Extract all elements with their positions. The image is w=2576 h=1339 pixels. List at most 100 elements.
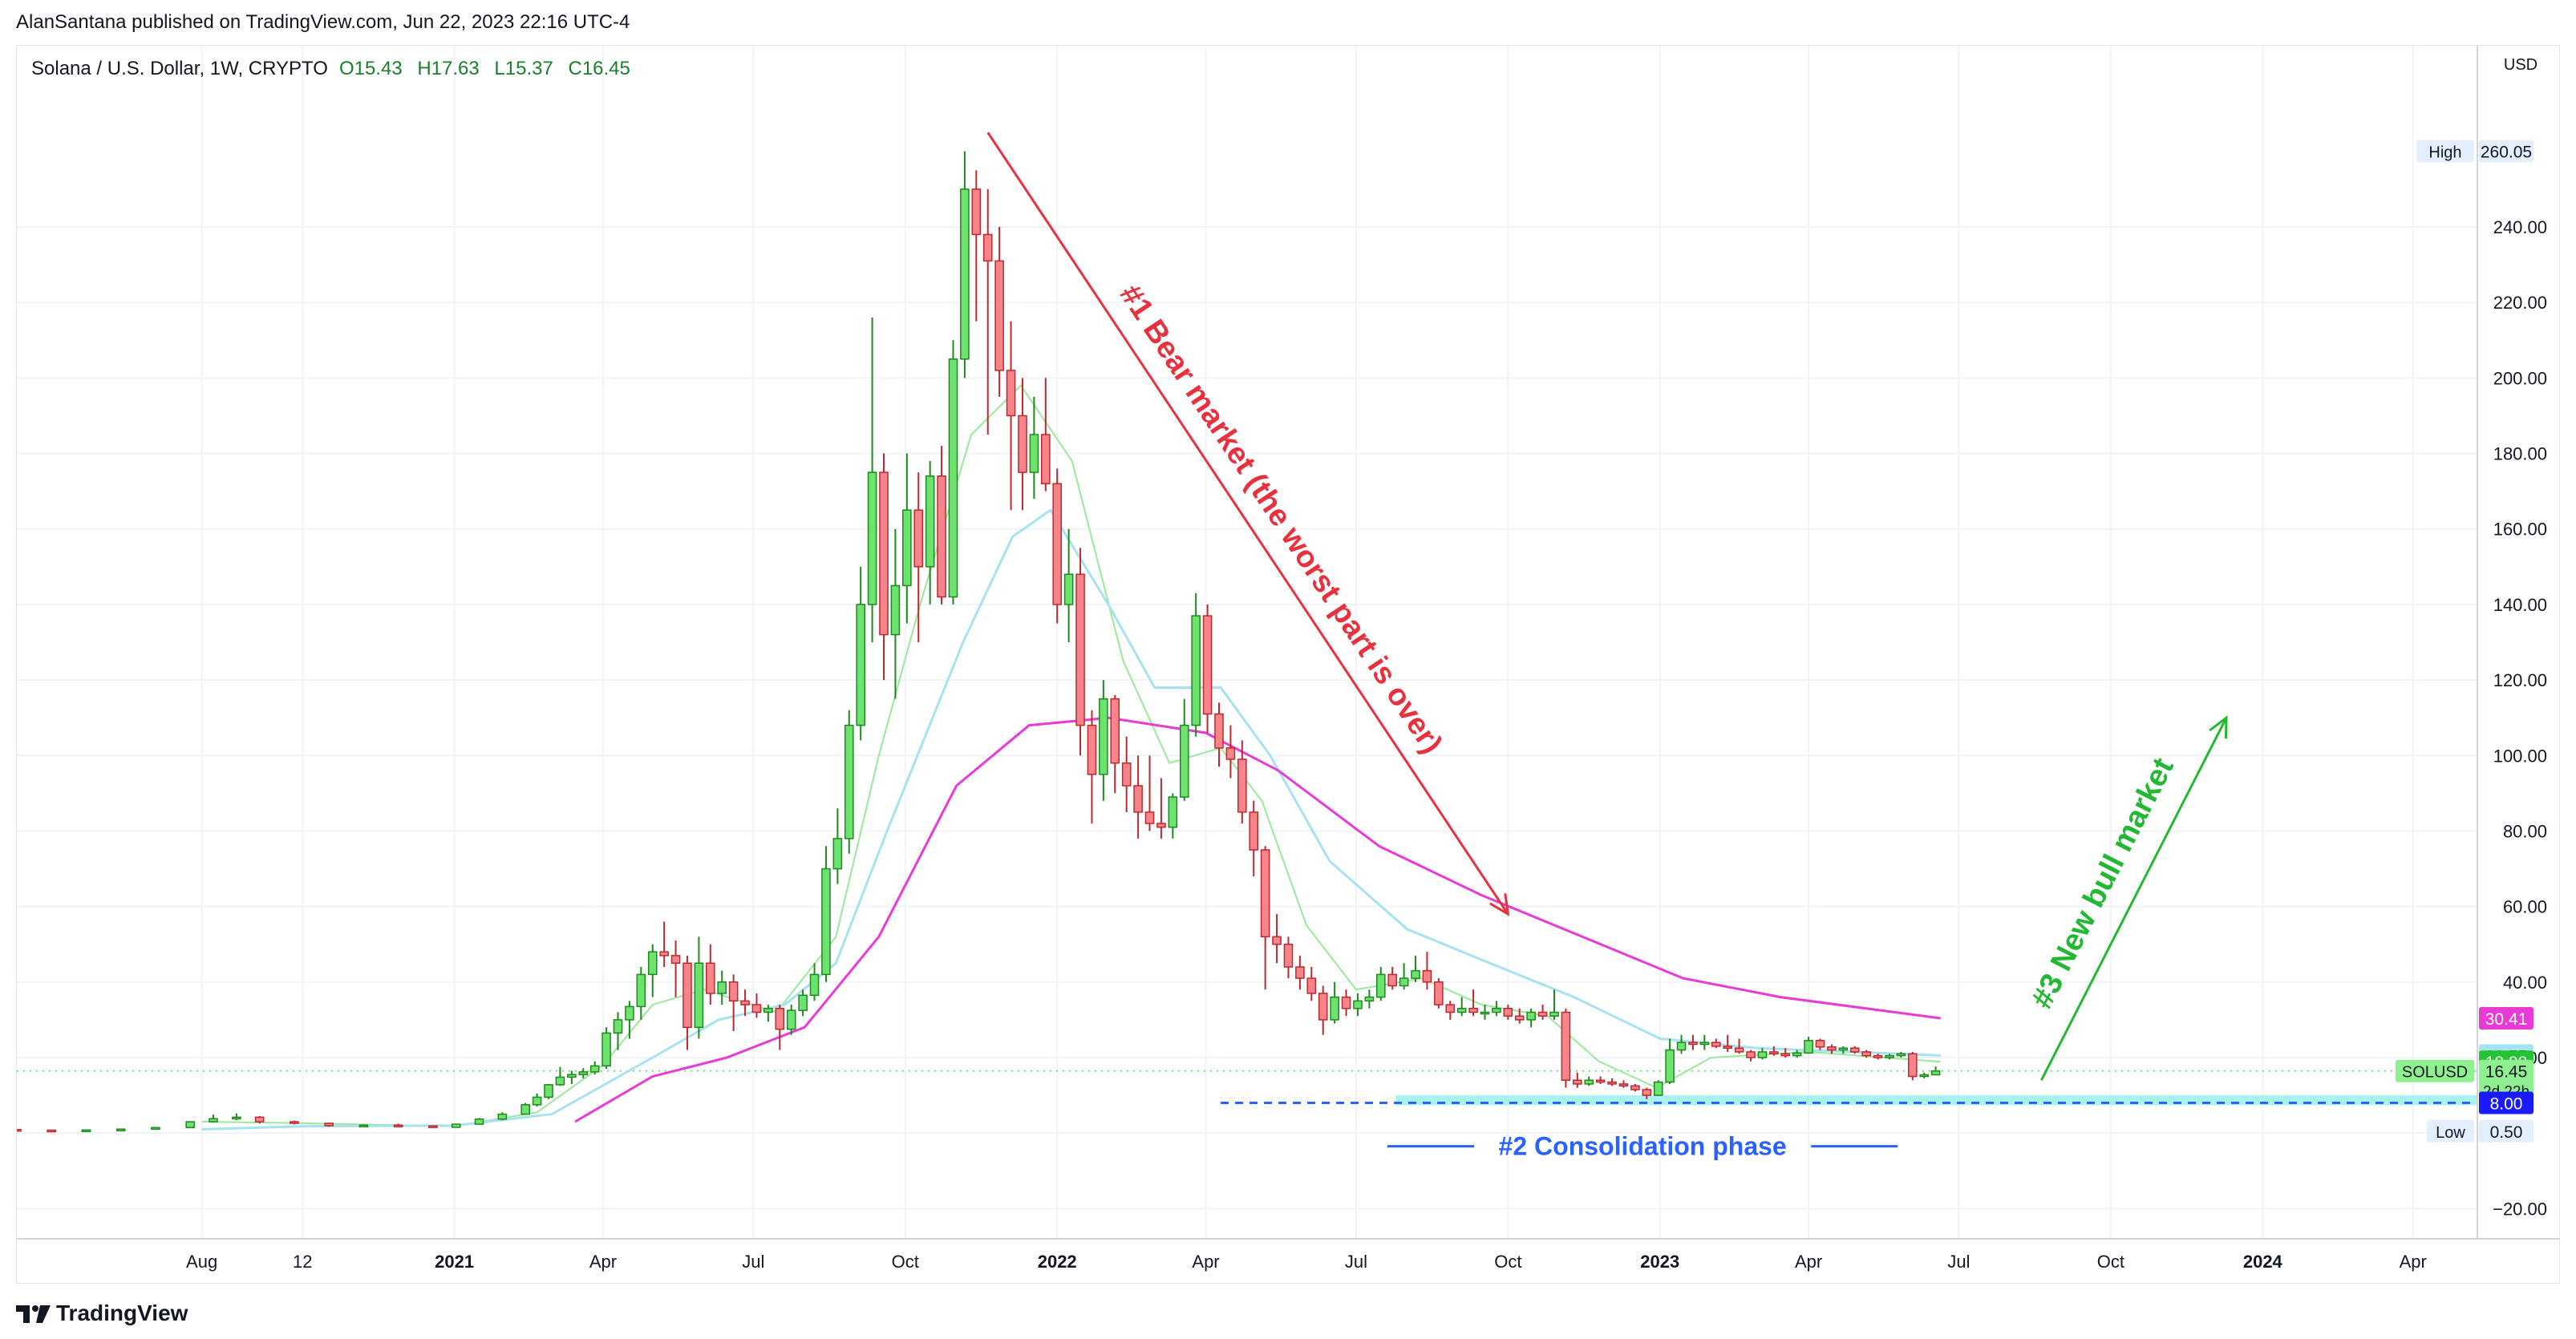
candle: [994, 227, 1004, 397]
candle: [1445, 1001, 1456, 1020]
candle-body: [994, 260, 1004, 371]
candle: [578, 1068, 589, 1078]
candle-body: [751, 1004, 762, 1013]
footer: TradingView: [16, 1297, 188, 1329]
candle-body: [520, 1104, 530, 1115]
candle-body: [1804, 1040, 1813, 1054]
price-tag-label: Low: [2436, 1124, 2465, 1142]
candle: [428, 1125, 438, 1128]
candle-body: [209, 1118, 218, 1123]
candle: [1214, 702, 1224, 767]
candle-body: [1792, 1052, 1802, 1057]
candle: [1757, 1048, 1768, 1060]
bear-arrow-head: [1489, 893, 1510, 916]
candle: [1468, 989, 1478, 1017]
candle: [1584, 1076, 1594, 1086]
candle-body: [1214, 713, 1224, 749]
candle-body: [151, 1127, 160, 1131]
price-tag-value: 30.41: [2485, 1010, 2528, 1029]
candle: [497, 1112, 508, 1121]
ohlc-open: O15.43: [339, 58, 403, 79]
candle-body: [1861, 1051, 1871, 1057]
candle: [1815, 1038, 1825, 1050]
candle-body: [913, 509, 924, 568]
candle-body: [694, 962, 704, 1029]
price-tag: 8.00: [2479, 1091, 2533, 1114]
candle: [1144, 755, 1155, 831]
candle-body: [706, 962, 715, 994]
moving-average-line: [201, 508, 1941, 1131]
candle-body: [555, 1076, 565, 1086]
candle-body: [1445, 1004, 1456, 1013]
candle-body: [948, 358, 958, 598]
candle-body: [775, 1008, 785, 1030]
x-tick-label: Apr: [589, 1252, 617, 1272]
candle: [17, 1128, 22, 1132]
candle-body: [1780, 1053, 1791, 1057]
candle: [1827, 1044, 1837, 1054]
candle-body: [324, 1123, 334, 1127]
price-tag-box: [2479, 140, 2533, 163]
candle-body: [17, 1128, 22, 1132]
candle: [1040, 378, 1051, 492]
candle-body: [1422, 969, 1432, 983]
candle-body: [1260, 849, 1270, 938]
candle-body: [798, 994, 808, 1011]
publisher-bar: AlanSantana published on TradingView.com…: [0, 0, 2576, 42]
candle: [902, 453, 912, 624]
candle-body: [115, 1128, 126, 1131]
candle-body: [1295, 966, 1305, 979]
grid-lines: [17, 46, 2477, 1239]
candle: [1318, 985, 1328, 1035]
candle-body: [1526, 1011, 1536, 1021]
candle: [1873, 1054, 1883, 1060]
candle: [1006, 321, 1016, 511]
candle: [1295, 955, 1305, 990]
candle: [1908, 1051, 1918, 1081]
candle-body: [578, 1071, 589, 1075]
candle-body: [544, 1084, 553, 1098]
candle-body: [1480, 1011, 1490, 1015]
moving-average-layer: [201, 384, 1941, 1131]
candle: [1063, 528, 1074, 642]
candle: [1804, 1037, 1813, 1054]
candle: [1341, 989, 1351, 1017]
candle: [209, 1114, 218, 1123]
candle: [867, 318, 877, 642]
price-tag-label: SOLUSD: [2402, 1064, 2468, 1082]
x-tick-label: Jul: [1947, 1252, 1970, 1272]
candle: [555, 1066, 565, 1086]
candle-body: [1734, 1047, 1744, 1053]
candle-body: [1492, 1008, 1501, 1013]
candle: [763, 1005, 773, 1022]
candle-body: [1468, 1008, 1478, 1013]
candle-body: [1330, 996, 1339, 1021]
candle: [1156, 778, 1166, 839]
chart-frame[interactable]: #1 Bear market (the worst part is over) #…: [16, 45, 2560, 1284]
candle-body: [670, 955, 681, 965]
candle: [1018, 378, 1027, 511]
candle: [1769, 1046, 1779, 1056]
candle-body: [1618, 1083, 1629, 1087]
price-chart[interactable]: #1 Bear market (the worst part is over)#…: [17, 46, 2559, 1283]
candle-body: [821, 868, 831, 976]
candle-body: [1873, 1054, 1883, 1058]
candle-body: [1711, 1042, 1721, 1047]
candle: [728, 974, 739, 1032]
x-tick-label: Apr: [1795, 1252, 1822, 1272]
candle: [1573, 1072, 1582, 1088]
candle-body: [1191, 615, 1201, 726]
x-tick-label: Oct: [892, 1252, 919, 1272]
candle-body: [1838, 1047, 1849, 1051]
candle-body: [1595, 1079, 1606, 1083]
price-tag: 30.41: [2479, 1006, 2533, 1030]
candle-body: [1723, 1046, 1732, 1049]
candle: [1514, 1008, 1525, 1024]
candle: [890, 528, 901, 699]
candle-body: [1630, 1085, 1640, 1090]
candle-body: [232, 1116, 241, 1120]
candle: [670, 941, 681, 997]
x-tick-label: Oct: [2097, 1252, 2124, 1272]
candle: [1746, 1050, 1756, 1062]
candle-body: [1434, 981, 1444, 1005]
